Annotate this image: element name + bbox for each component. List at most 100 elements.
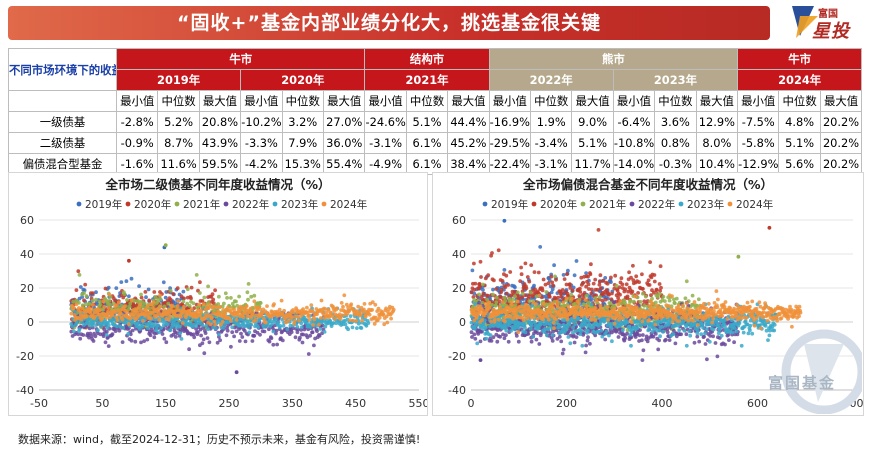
data-point xyxy=(242,329,247,333)
data-point xyxy=(546,317,551,322)
data-point xyxy=(601,278,606,283)
data-point xyxy=(729,318,734,323)
return-value: 38.4% xyxy=(447,153,490,175)
return-value: 5.1% xyxy=(778,132,821,154)
data-point xyxy=(504,273,509,278)
data-point xyxy=(599,328,604,333)
data-point xyxy=(323,307,328,311)
market-header: 熊市 xyxy=(488,48,739,70)
data-point xyxy=(349,302,354,307)
data-point xyxy=(481,308,485,313)
data-point xyxy=(566,304,571,309)
data-point xyxy=(510,303,514,307)
data-point xyxy=(476,332,481,336)
y-tick-label: 0 xyxy=(459,316,466,329)
data-point xyxy=(651,334,656,339)
data-point xyxy=(492,278,496,283)
data-point xyxy=(146,287,151,292)
data-point xyxy=(221,308,226,312)
data-point xyxy=(127,322,131,327)
data-point xyxy=(370,308,374,312)
data-point xyxy=(229,318,233,323)
data-point xyxy=(385,320,390,325)
data-point xyxy=(78,285,83,289)
fund-type-label: 一级债基 xyxy=(8,111,117,133)
data-point xyxy=(658,264,663,269)
data-point xyxy=(142,301,147,306)
data-point xyxy=(222,301,226,306)
legend-label: 2024年 xyxy=(330,198,367,211)
data-point xyxy=(719,333,724,338)
data-point xyxy=(642,299,647,304)
brand-logo: 富国 星投顾 xyxy=(780,2,868,68)
data-point xyxy=(312,317,317,322)
data-point xyxy=(148,333,153,338)
data-point xyxy=(153,295,158,300)
data-point xyxy=(498,305,502,310)
data-point xyxy=(334,306,339,311)
data-point xyxy=(635,326,640,331)
data-point xyxy=(137,305,142,310)
data-point xyxy=(663,337,668,342)
data-point xyxy=(201,326,205,330)
data-point xyxy=(543,327,547,331)
data-point xyxy=(551,320,556,325)
data-point xyxy=(619,276,624,281)
data-point xyxy=(535,331,540,335)
data-point xyxy=(711,334,715,339)
data-point xyxy=(726,332,731,337)
data-point xyxy=(472,287,477,292)
data-point xyxy=(657,292,662,296)
data-point xyxy=(605,305,609,309)
data-point xyxy=(584,271,588,275)
data-point xyxy=(237,339,242,343)
data-point xyxy=(600,298,605,303)
data-point xyxy=(618,299,623,303)
data-point xyxy=(559,339,564,344)
data-point xyxy=(140,324,145,329)
data-point xyxy=(577,301,581,306)
data-point xyxy=(545,333,549,338)
data-point xyxy=(472,261,476,266)
data-point xyxy=(245,290,250,295)
data-point xyxy=(504,328,509,333)
data-point xyxy=(202,295,207,300)
data-point xyxy=(291,326,295,331)
data-point xyxy=(493,317,497,322)
data-point xyxy=(87,326,92,331)
data-point xyxy=(475,341,480,346)
data-point xyxy=(550,333,555,337)
scatter-points xyxy=(69,243,396,375)
return-value: -0.9% xyxy=(115,132,159,154)
data-point xyxy=(132,299,137,303)
data-point xyxy=(293,318,297,323)
data-point xyxy=(278,324,283,328)
year-header: 2020年 xyxy=(240,69,366,91)
data-point xyxy=(147,306,152,311)
market-header: 结构市 xyxy=(364,48,490,70)
data-point xyxy=(556,305,560,310)
data-point xyxy=(168,328,173,333)
data-point xyxy=(552,326,556,331)
data-point xyxy=(499,288,504,292)
data-point xyxy=(126,331,131,336)
data-point xyxy=(669,304,674,309)
data-point xyxy=(503,285,508,289)
return-value: 4.8% xyxy=(778,111,821,133)
data-point xyxy=(343,322,348,327)
data-point xyxy=(485,297,490,302)
data-point xyxy=(559,291,564,296)
return-value: 27.0% xyxy=(322,111,366,133)
data-point xyxy=(93,314,98,318)
data-point xyxy=(509,329,513,333)
chart-panel-hybrid-funds: 全市场偏债混合基金不同年度收益情况（%） 2019年 2020年 2021年 2022年… xyxy=(432,172,864,416)
data-point xyxy=(76,332,81,337)
data-point xyxy=(717,326,722,331)
data-point xyxy=(83,282,88,287)
data-point xyxy=(274,331,278,336)
return-value: 20.8% xyxy=(198,111,242,133)
data-point xyxy=(77,327,82,332)
data-point xyxy=(104,315,109,320)
data-point xyxy=(332,317,337,321)
data-point xyxy=(557,325,562,330)
